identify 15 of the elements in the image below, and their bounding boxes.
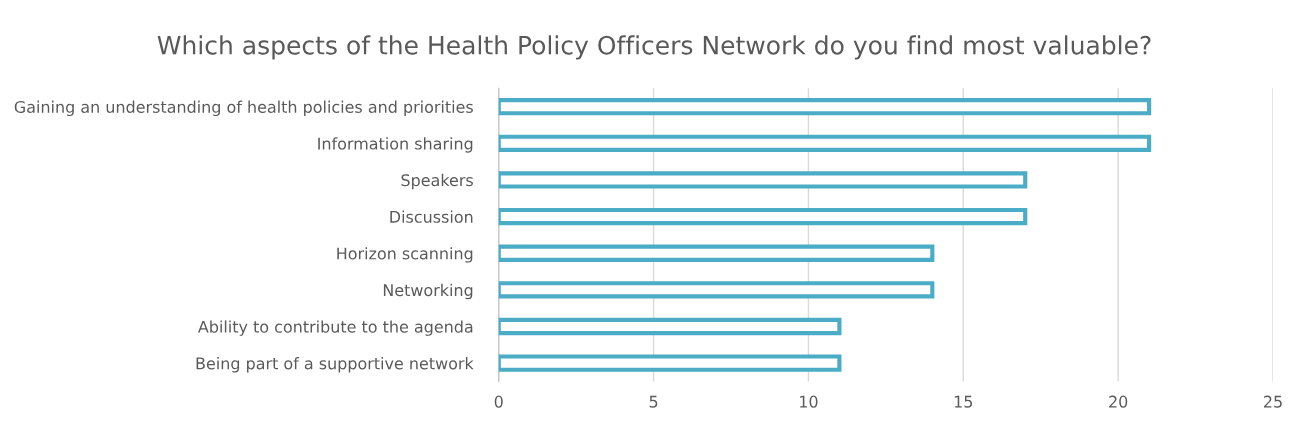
y-tick-label: Networking — [383, 283, 473, 300]
x-tick-label: 15 — [954, 395, 973, 408]
x-tick-label: 10 — [800, 395, 818, 408]
y-tick-label: Discussion — [390, 210, 473, 223]
y-tick-label: Being part of a supportive network — [196, 357, 474, 373]
y-tick-label: Horizon scanning — [337, 247, 473, 263]
x-tick-label: 20 — [1109, 395, 1128, 408]
x-tick-label: 25 — [1264, 395, 1282, 408]
y-tick-label: Information sharing — [318, 137, 473, 153]
y-tick-label: Gaining an understanding of health policies and priorities — [14, 100, 473, 117]
y-tick-label: Ability to contribute to the agenda — [198, 320, 473, 336]
x-tick-label: 0 — [494, 395, 503, 408]
y-tick-label: Speakers — [401, 173, 473, 190]
chart-title: Which aspects of the Health Policy Officers Network do you find most valuable? — [157, 35, 1151, 60]
x-tick-label: 5 — [649, 395, 658, 408]
